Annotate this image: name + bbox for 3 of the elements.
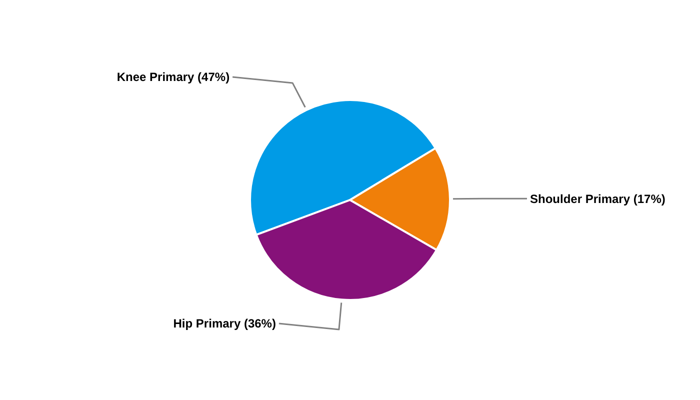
slice-label: Hip Primary (36%) (173, 316, 276, 331)
slice-label: Shoulder Primary (17%) (530, 192, 666, 206)
slice-label: Knee Primary (47%) (116, 70, 230, 84)
